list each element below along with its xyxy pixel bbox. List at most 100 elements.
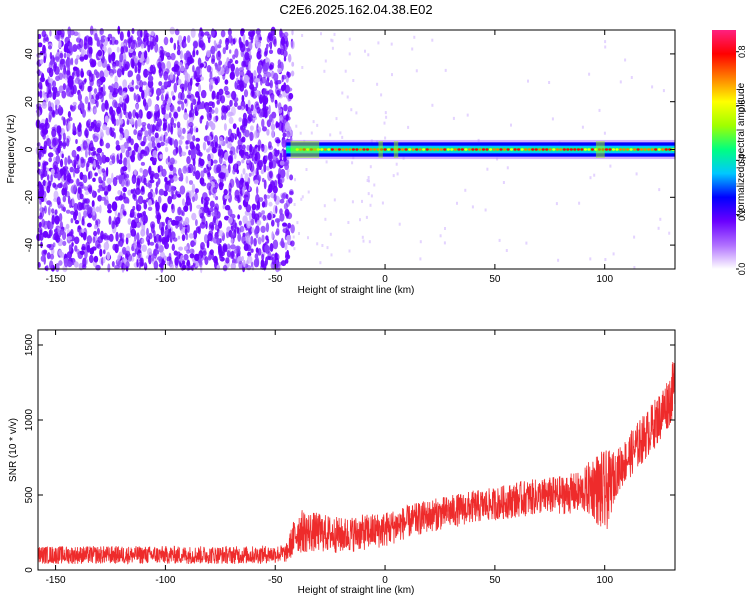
heatmap-cell xyxy=(101,58,108,69)
heatmap-cell xyxy=(273,72,279,82)
heatmap-cell xyxy=(316,242,319,246)
heatmap-cell xyxy=(555,202,558,206)
heatmap-cell xyxy=(87,118,92,124)
heatmap-cell xyxy=(74,245,78,252)
heatmap-cell xyxy=(132,109,137,119)
heatmap-cell xyxy=(155,249,159,255)
heatmap-cell xyxy=(59,52,64,59)
heatmap-cell xyxy=(58,260,63,266)
signal-peak xyxy=(330,148,334,151)
signal-peak xyxy=(654,148,658,151)
heatmap-cell xyxy=(155,243,159,249)
heatmap-cell xyxy=(331,39,334,43)
heatmap-cell xyxy=(268,64,274,70)
heatmap-cell xyxy=(200,89,207,99)
signal-blob xyxy=(290,141,320,158)
y-tick-label: 20 xyxy=(24,96,35,108)
heatmap-cell xyxy=(125,260,130,269)
heatmap-cell xyxy=(94,33,98,41)
heatmap-cell xyxy=(196,204,202,209)
heatmap-cell xyxy=(184,98,188,104)
heatmap-cell xyxy=(141,244,147,252)
heatmap-cell xyxy=(253,179,259,185)
heatmap-cell xyxy=(188,117,194,124)
heatmap-cell xyxy=(270,123,276,131)
heatmap-cell xyxy=(154,132,159,139)
heatmap-cell xyxy=(245,204,252,213)
heatmap-cell xyxy=(205,105,210,113)
heatmap-cell xyxy=(348,37,351,41)
signal-peak xyxy=(327,148,331,151)
signal-peak xyxy=(548,148,552,151)
heatmap-cell xyxy=(298,232,300,235)
heatmap-cell xyxy=(216,164,222,173)
heatmap-cell xyxy=(133,92,136,101)
heatmap-cell xyxy=(94,224,98,230)
heatmap-cell xyxy=(70,57,74,66)
heatmap-cell xyxy=(411,47,414,51)
heatmap-cell xyxy=(359,218,361,222)
heatmap-cell xyxy=(275,121,279,129)
heatmap-cell xyxy=(347,221,350,224)
heatmap-cell xyxy=(66,236,73,241)
heatmap-cell xyxy=(274,218,281,223)
x-tick-label: 50 xyxy=(489,575,501,586)
heatmap-cell xyxy=(344,69,347,73)
heatmap-cell xyxy=(578,201,581,205)
heatmap-cell xyxy=(187,35,191,43)
heatmap-cell xyxy=(88,71,92,78)
heatmap-cell xyxy=(346,95,349,99)
heatmap-cell xyxy=(58,72,63,81)
heatmap-cell xyxy=(181,86,185,94)
heatmap-cell xyxy=(99,70,105,80)
heatmap-cell xyxy=(71,149,77,158)
heatmap-x-axis-label: Height of straight line (km) xyxy=(298,285,415,296)
heatmap-cell xyxy=(174,219,179,226)
heatmap-cell xyxy=(207,172,211,178)
heatmap-cell xyxy=(134,119,138,130)
heatmap-cell xyxy=(177,106,181,112)
heatmap-cell xyxy=(72,122,76,131)
heatmap-cell xyxy=(282,132,287,138)
heatmap-cell xyxy=(307,236,309,240)
heatmap-cell xyxy=(163,36,169,46)
heatmap-cell xyxy=(227,216,233,224)
heatmap-cell xyxy=(67,75,74,86)
heatmap-cell xyxy=(53,61,58,69)
heatmap-cell xyxy=(192,40,199,48)
heatmap-cell xyxy=(39,123,46,130)
heatmap-cell xyxy=(183,52,188,61)
heatmap-cell xyxy=(51,128,57,138)
heatmap-cell xyxy=(213,159,218,164)
heatmap-cell xyxy=(38,221,42,229)
heatmap-cell xyxy=(274,262,281,273)
heatmap-cell xyxy=(209,249,214,256)
heatmap-cell xyxy=(255,28,261,35)
heatmap-cell xyxy=(269,114,273,123)
heatmap-cell xyxy=(61,153,64,159)
heatmap-cell xyxy=(67,111,71,118)
heatmap-cell xyxy=(189,58,195,64)
heatmap-cell xyxy=(272,35,277,45)
heatmap-cell xyxy=(142,199,147,204)
heatmap-cell xyxy=(278,167,282,176)
heatmap-cell xyxy=(261,210,265,215)
heatmap-cell xyxy=(604,40,607,44)
heatmap-cell xyxy=(167,195,173,205)
heatmap-cell xyxy=(192,65,195,73)
heatmap-cell xyxy=(111,172,114,183)
heatmap-cell xyxy=(121,102,126,111)
heatmap-cell xyxy=(51,137,57,147)
heatmap-cell xyxy=(506,166,509,170)
y-tick-label: 1500 xyxy=(24,333,35,356)
heatmap-cell xyxy=(163,122,168,130)
heatmap-cell xyxy=(93,108,98,114)
heatmap-cell xyxy=(325,160,328,164)
heatmap-cell xyxy=(204,256,209,266)
heatmap-cell xyxy=(175,190,178,196)
heatmap-cell xyxy=(158,234,162,244)
heatmap-cell xyxy=(85,148,88,158)
heatmap-cell xyxy=(183,205,189,212)
heatmap-cell xyxy=(105,166,109,177)
